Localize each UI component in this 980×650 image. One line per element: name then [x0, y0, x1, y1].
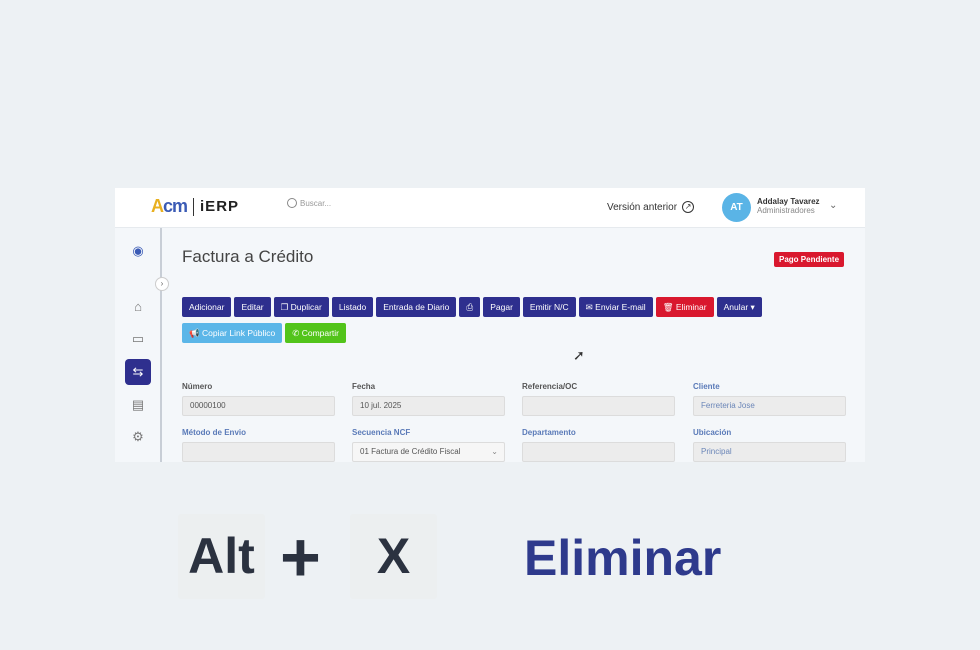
- share-label: Compartir: [301, 328, 340, 338]
- list-button[interactable]: Listado: [331, 297, 374, 317]
- user-role: Administradores: [757, 206, 815, 215]
- search-icon: [287, 198, 297, 208]
- print-button[interactable]: ⎙: [459, 297, 481, 317]
- referencia-field[interactable]: [522, 396, 675, 416]
- delete-label: Eliminar: [675, 302, 707, 312]
- megaphone-icon: 📢: [189, 328, 200, 338]
- departamento-field[interactable]: [522, 442, 675, 462]
- cliente-label: Cliente: [693, 382, 720, 391]
- journal-entry-button[interactable]: Entrada de Diario: [376, 297, 457, 317]
- company-logo-icon[interactable]: ◉: [132, 243, 144, 258]
- delete-button[interactable]: 🗑 Eliminar: [655, 297, 714, 317]
- previous-version-link[interactable]: Versión anterior ↗: [607, 201, 695, 213]
- departamento-label: Departamento: [522, 428, 576, 437]
- numero-field[interactable]: 00000100: [182, 396, 335, 416]
- search-placeholder: Buscar...: [300, 198, 332, 208]
- key-x: X: [350, 514, 437, 599]
- app-window: Acm iERP Buscar... Versión anterior ↗ AT A…: [115, 188, 865, 462]
- metodo-field[interactable]: [182, 442, 335, 462]
- home-icon[interactable]: ⌂: [134, 299, 142, 314]
- edit-button[interactable]: Editar: [234, 297, 271, 317]
- arrow-up-right-icon: ↗: [682, 201, 695, 213]
- app-name: iERP: [200, 198, 240, 215]
- trash-icon: 🗑: [662, 302, 674, 312]
- header: Acm iERP Buscar... Versión anterior ↗ AT A…: [115, 188, 865, 228]
- fecha-field[interactable]: 10 jul. 2025: [352, 396, 505, 416]
- pay-button[interactable]: Pagar: [483, 297, 520, 317]
- status-badge: Pago Pendiente: [774, 252, 845, 267]
- copy-public-link-button[interactable]: 📢 Copiar Link Público: [182, 323, 283, 343]
- user-menu[interactable]: Addalay Tavarez Administradores: [757, 197, 820, 215]
- page-title: Factura a Crédito: [182, 247, 314, 266]
- fecha-label: Fecha: [352, 382, 376, 391]
- whatsapp-icon: ✆: [292, 328, 300, 338]
- ubicacion-label: Ubicación: [693, 428, 732, 437]
- duplicate-label: Duplicar: [290, 302, 322, 312]
- cliente-field[interactable]: Ferreteria Jose: [693, 396, 846, 416]
- copy-icon: ❐: [280, 302, 289, 312]
- search-input[interactable]: Buscar...: [287, 198, 331, 208]
- transactions-icon[interactable]: ⇆: [125, 359, 151, 385]
- chevron-down-icon[interactable]: ⌄: [829, 200, 838, 211]
- logo[interactable]: Acm iERP: [151, 196, 239, 217]
- envelope-icon: ✉: [585, 302, 593, 312]
- chevron-down-icon: ⌄: [491, 447, 498, 456]
- print-icon: ⎙: [466, 302, 474, 312]
- version-label: Versión anterior: [607, 201, 678, 213]
- secuencia-value: 01 Factura de Crédito Fiscal: [360, 447, 461, 456]
- mouse-cursor-icon: ➚: [573, 347, 585, 363]
- secuencia-select[interactable]: 01 Factura de Crédito Fiscal ⌄: [352, 442, 505, 462]
- report-icon[interactable]: ▤: [131, 397, 145, 412]
- numero-label: Número: [182, 382, 213, 391]
- sidebar-toggle[interactable]: ›: [155, 277, 169, 291]
- key-alt: Alt: [178, 514, 265, 599]
- toolbar: Adicionar Editar ❐ Duplicar Listado Entr…: [182, 297, 762, 317]
- secuencia-label: Secuencia NCF: [352, 428, 411, 437]
- share-button[interactable]: ✆ Compartir: [285, 323, 347, 343]
- toolbar-secondary: 📢 Copiar Link Público ✆ Compartir: [182, 323, 347, 343]
- gear-icon[interactable]: ⚙: [132, 429, 144, 444]
- referencia-label: Referencia/OC: [522, 382, 578, 391]
- send-email-button[interactable]: ✉ Enviar E-mail: [578, 297, 653, 317]
- book-icon[interactable]: ▭: [131, 331, 145, 346]
- send-email-label: Enviar E-mail: [595, 302, 646, 312]
- user-name: Addalay Tavarez: [757, 197, 820, 206]
- sidebar: ◉ ⌂ ▭ ⇆ ▤ ⚙: [115, 228, 162, 462]
- add-button[interactable]: Adicionar: [182, 297, 232, 317]
- logo-mark: Acm: [151, 196, 188, 216]
- avatar[interactable]: AT: [722, 193, 751, 222]
- plus-sign: +: [280, 518, 321, 596]
- metodo-label: Método de Envio: [182, 428, 246, 437]
- shortcut-action: Eliminar: [524, 530, 722, 586]
- ubicacion-field[interactable]: Principal: [693, 442, 846, 462]
- credit-note-button[interactable]: Emitir N/C: [522, 297, 576, 317]
- copy-link-label: Copiar Link Público: [201, 328, 276, 338]
- duplicate-button[interactable]: ❐ Duplicar: [273, 297, 329, 317]
- void-dropdown-button[interactable]: Anular ▾: [716, 297, 762, 317]
